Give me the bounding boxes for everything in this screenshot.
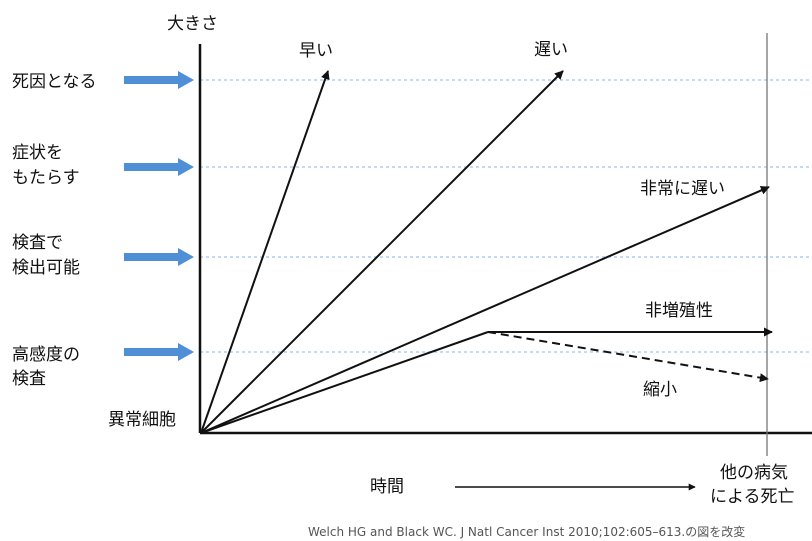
citation: Welch HG and Black WC. J Natl Cancer Ins… <box>308 524 745 539</box>
growth-label-regressive: 縮小 <box>643 380 677 400</box>
growth-line-to-branch <box>200 331 489 434</box>
origin-label: 異常細胞 <box>108 410 176 430</box>
level-label-death: 死因となる <box>12 72 97 92</box>
other-cause-death-label: 他の病気 による死亡 <box>710 463 795 507</box>
level-arrow-sensitive <box>124 343 194 361</box>
level-arrow-detectable <box>124 248 194 266</box>
growth-arrow-fast <box>200 70 330 434</box>
level-arrow-symptoms <box>124 158 194 176</box>
growth-label-slow: 遅い <box>534 40 568 60</box>
level-label-sensitive: 高感度の 検査 <box>12 345 85 389</box>
level-label-detectable: 検査で 検出可能 <box>12 233 80 278</box>
growth-paths <box>200 70 773 434</box>
y-axis-label: 大きさ <box>167 14 218 34</box>
growth-arrow-slow <box>200 70 564 434</box>
growth-label-very-slow: 非常に遅い <box>640 179 725 199</box>
growth-label-non-progressive: 非増殖性 <box>645 301 713 321</box>
level-arrow-death <box>124 71 194 89</box>
x-axis-label: 時間 <box>370 477 404 497</box>
level-arrows <box>124 71 194 361</box>
growth-arrow-regressive <box>487 331 769 383</box>
level-lines <box>200 79 812 353</box>
level-label-symptoms: 症状を もたらす <box>12 143 80 188</box>
growth-arrow-very-slow <box>200 186 770 434</box>
growth-label-fast: 早い <box>299 41 333 61</box>
